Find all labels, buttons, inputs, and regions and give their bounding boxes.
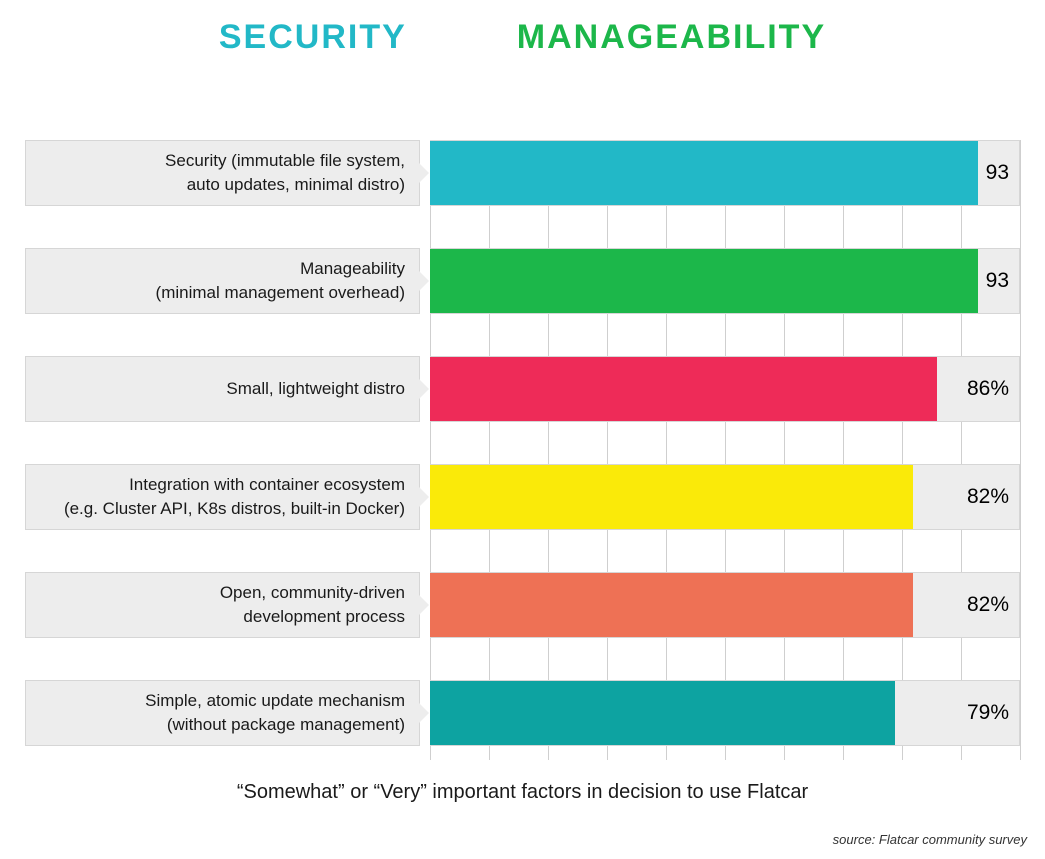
bar-label-line2: (e.g. Cluster API, K8s distros, built-in… bbox=[64, 497, 405, 521]
gridline bbox=[1020, 140, 1021, 760]
bar-fill bbox=[430, 465, 913, 529]
bar-label-line1: Integration with container ecosystem bbox=[129, 473, 405, 497]
chart-headings: SECURITY MANAGEABILITY bbox=[0, 0, 1045, 57]
chart-row: Security (immutable file system,auto upd… bbox=[25, 140, 1020, 206]
chart-row: Small, lightweight distro 86% bbox=[25, 356, 1020, 422]
bar-chart: Security (immutable file system,auto upd… bbox=[25, 140, 1020, 788]
bar-label: Open, community-drivendevelopment proces… bbox=[25, 572, 420, 638]
bar-label: Simple, atomic update mechanism(without … bbox=[25, 680, 420, 746]
bar-label-line1: Manageability bbox=[300, 257, 405, 281]
bar-label-line2: (without package management) bbox=[167, 713, 405, 737]
bar-label-line1: Small, lightweight distro bbox=[226, 377, 405, 401]
chart-row: Manageability(minimal management overhea… bbox=[25, 248, 1020, 314]
bar-label-line2: development process bbox=[243, 605, 405, 629]
bar-label-line2: (minimal management overhead) bbox=[156, 281, 405, 305]
bar-fill bbox=[430, 141, 978, 205]
bar-label: Manageability(minimal management overhea… bbox=[25, 248, 420, 314]
heading-manageability: MANAGEABILITY bbox=[517, 18, 826, 57]
chart-row: Simple, atomic update mechanism(without … bbox=[25, 680, 1020, 746]
bar-value: 93 bbox=[986, 269, 1009, 293]
bar-fill bbox=[430, 357, 937, 421]
bar-label-line1: Security (immutable file system, bbox=[165, 149, 405, 173]
chart-row: Integration with container ecosystem(e.g… bbox=[25, 464, 1020, 530]
bar-area: 93 bbox=[430, 140, 1020, 206]
chart-source: source: Flatcar community survey bbox=[833, 832, 1027, 847]
chart-row: Open, community-drivendevelopment proces… bbox=[25, 572, 1020, 638]
bar-area: 79% bbox=[430, 680, 1020, 746]
bar-label: Integration with container ecosystem(e.g… bbox=[25, 464, 420, 530]
bar-fill bbox=[430, 249, 978, 313]
bar-value: 86% bbox=[967, 377, 1009, 401]
chart-caption: “Somewhat” or “Very” important factors i… bbox=[0, 781, 1045, 804]
bar-label-line1: Open, community-driven bbox=[220, 581, 405, 605]
bar-area: 93 bbox=[430, 248, 1020, 314]
bar-value: 79% bbox=[967, 701, 1009, 725]
bar-value: 82% bbox=[967, 593, 1009, 617]
bar-label-line2: auto updates, minimal distro) bbox=[187, 173, 405, 197]
bar-label-line1: Simple, atomic update mechanism bbox=[145, 689, 405, 713]
bar-area: 86% bbox=[430, 356, 1020, 422]
bar-label: Security (immutable file system,auto upd… bbox=[25, 140, 420, 206]
bar-label: Small, lightweight distro bbox=[25, 356, 420, 422]
heading-security: SECURITY bbox=[219, 18, 407, 57]
bar-area: 82% bbox=[430, 572, 1020, 638]
bar-value: 82% bbox=[967, 485, 1009, 509]
bar-fill bbox=[430, 573, 913, 637]
bar-area: 82% bbox=[430, 464, 1020, 530]
bar-fill bbox=[430, 681, 895, 745]
bar-value: 93 bbox=[986, 161, 1009, 185]
